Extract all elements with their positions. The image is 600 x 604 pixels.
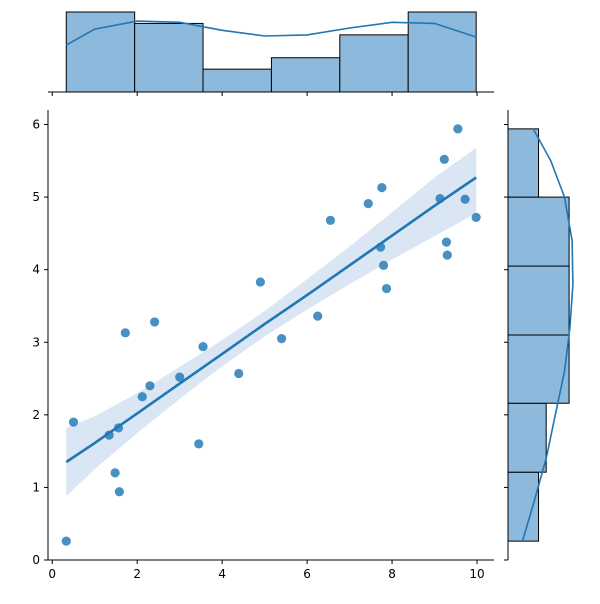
y-tick-label: 6 [32, 118, 40, 132]
x-hist-bar [339, 34, 409, 93]
x-marginal-histogram [48, 11, 494, 96]
main-scatter-panel: 0 2 4 6 8 10 0 1 2 3 4 5 6 [32, 110, 494, 581]
y-tick-label: 0 [32, 553, 40, 567]
x-hist-bar [202, 68, 272, 93]
scatter-point [145, 381, 155, 391]
scatter-point [114, 487, 124, 497]
scatter-point [110, 468, 120, 478]
y-tick-label: 5 [32, 190, 40, 204]
y-marginal-histogram [504, 110, 574, 561]
y-tick-label: 4 [32, 263, 40, 277]
y-tick-label: 1 [32, 480, 40, 494]
x-tick-label: 8 [388, 567, 396, 581]
y-hist-bar [507, 402, 547, 473]
scatter-point [381, 283, 392, 294]
scatter-point [234, 368, 244, 379]
x-tick-label: 10 [469, 567, 484, 581]
x-tick-label: 4 [218, 567, 226, 581]
scatter-point [439, 154, 449, 164]
y-hist-bar [507, 128, 540, 198]
x-hist-bar [270, 57, 341, 93]
scatter-point [194, 439, 204, 449]
y-hist-bar [507, 196, 570, 267]
scatter-point [325, 215, 336, 225]
scatter-point [460, 194, 470, 204]
x-tick-label: 6 [303, 567, 311, 581]
confidence-band [66, 147, 477, 497]
scatter-point [377, 183, 387, 193]
y-hist-bar [507, 471, 540, 542]
scatter-point [441, 237, 452, 247]
scatter-point [453, 124, 463, 134]
x-tick-label: 2 [133, 567, 141, 581]
scatter-point [175, 372, 185, 382]
scatter-point [120, 328, 130, 338]
y-tick-label: 3 [32, 335, 40, 349]
scatter-point [471, 212, 481, 223]
scatter-point [61, 536, 71, 546]
scatter-point [363, 199, 373, 209]
scatter-point [150, 317, 160, 327]
scatter-point [68, 417, 79, 427]
x-hist-bar [65, 11, 136, 93]
x-tick-label: 0 [48, 567, 56, 581]
scatter-point [277, 334, 287, 344]
scatter-point [137, 392, 147, 402]
x-hist-bar [407, 11, 477, 93]
x-hist-bar [134, 22, 204, 93]
y-hist-bar [507, 265, 570, 336]
scatter-point [442, 250, 452, 260]
scatter-point [313, 311, 323, 321]
x-kde-curve [65, 20, 477, 46]
regression-line [65, 176, 477, 464]
scatter-point [378, 260, 389, 270]
y-kde-curve [521, 128, 574, 542]
y-tick-label: 2 [32, 408, 40, 422]
scatter-point [255, 277, 265, 287]
scatter-point [198, 342, 208, 352]
